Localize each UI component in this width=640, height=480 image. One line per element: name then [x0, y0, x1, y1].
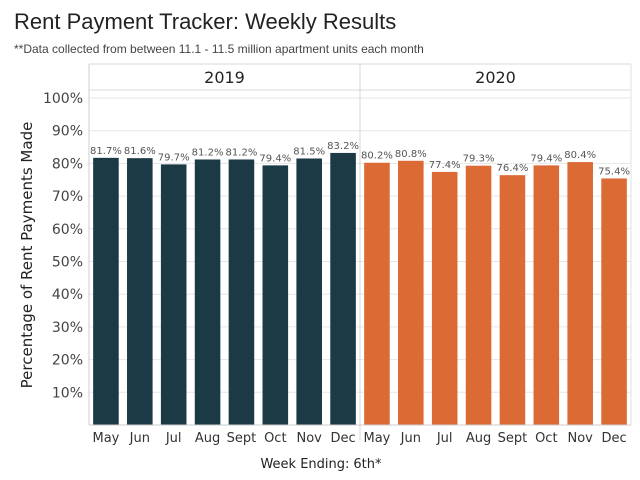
bar-2019-jul: [160, 164, 187, 426]
y-tick-label: 10%: [52, 385, 83, 401]
bar-2019-may: [93, 157, 119, 425]
data-label: 81.5%: [293, 146, 325, 157]
data-label: 77.4%: [429, 160, 461, 171]
bar-2020-may: [364, 162, 390, 425]
data-label: 79.4%: [530, 153, 562, 164]
x-axis-label-prefix: Week Ending:: [260, 457, 349, 472]
data-label: 80.2%: [361, 151, 393, 162]
data-label: 76.4%: [497, 163, 529, 174]
x-tick-label: Aug: [195, 431, 220, 446]
panel-header-2020: 2020: [475, 68, 516, 87]
x-tick-label: Nov: [568, 431, 594, 446]
x-tick-label: Sept: [227, 431, 257, 446]
x-tick-label: Oct: [535, 431, 557, 446]
data-label: 79.3%: [463, 154, 495, 165]
y-axis-label: Percentage of Rent Payments Made: [18, 122, 36, 389]
bar-2020-jul: [431, 171, 458, 425]
x-tick-label: Oct: [264, 431, 286, 446]
y-tick-label: 20%: [52, 353, 83, 369]
chart-title: Rent Payment Tracker: Weekly Results: [14, 9, 397, 34]
bar-2020-sept: [499, 175, 526, 425]
data-label: 75.4%: [598, 166, 630, 177]
y-tick-label: 70%: [52, 189, 83, 205]
bar-2020-aug: [465, 165, 492, 425]
x-tick-label: Jul: [165, 431, 182, 446]
x-tick-label: Nov: [297, 431, 323, 446]
data-label: 83.2%: [327, 141, 359, 152]
y-tick-label: 30%: [52, 320, 83, 336]
data-label: 81.6%: [124, 146, 156, 157]
data-label: 81.2%: [192, 147, 224, 158]
data-label: 81.2%: [226, 147, 258, 158]
x-tick-label: Dec: [601, 431, 626, 446]
bar-2019-aug: [194, 159, 221, 425]
y-tick-label: 60%: [52, 222, 83, 238]
x-tick-label: Jun: [400, 431, 421, 446]
data-label: 80.4%: [564, 150, 596, 161]
x-axis-label-suffix: 6th*: [353, 457, 382, 472]
x-tick-label: Dec: [330, 431, 355, 446]
y-tick-label: 50%: [52, 255, 83, 271]
panel-header-2019: 2019: [204, 68, 245, 87]
x-tick-label: May: [92, 431, 119, 446]
y-tick-label: 100%: [43, 91, 83, 107]
chart-subtitle: **Data collected from between 11.1 - 11.…: [14, 42, 424, 56]
x-tick-label: Aug: [466, 431, 491, 446]
bar-2019-dec: [330, 152, 356, 425]
y-tick-label: 40%: [52, 287, 83, 303]
bar-2019-sept: [228, 159, 255, 425]
x-tick-label: Sept: [498, 431, 528, 446]
y-tick-label: 90%: [52, 124, 83, 140]
bar-2019-nov: [296, 158, 322, 425]
x-tick-label: Jun: [129, 431, 150, 446]
x-tick-label: May: [363, 431, 390, 446]
data-label: 79.4%: [259, 153, 291, 164]
bar-2020-oct: [533, 165, 560, 425]
data-label: 79.7%: [158, 152, 190, 163]
bar-2019-jun: [127, 158, 153, 425]
y-tick-label: 80%: [52, 156, 83, 172]
bar-2019-oct: [262, 165, 289, 425]
x-axis-label: Week Ending: 6th*: [260, 457, 382, 472]
x-tick-label: Jul: [436, 431, 453, 446]
bar-2020-nov: [567, 162, 593, 426]
data-label: 81.7%: [90, 146, 122, 157]
data-label: 80.8%: [395, 149, 427, 160]
bar-2020-dec: [601, 178, 627, 425]
bar-2020-jun: [398, 160, 424, 425]
